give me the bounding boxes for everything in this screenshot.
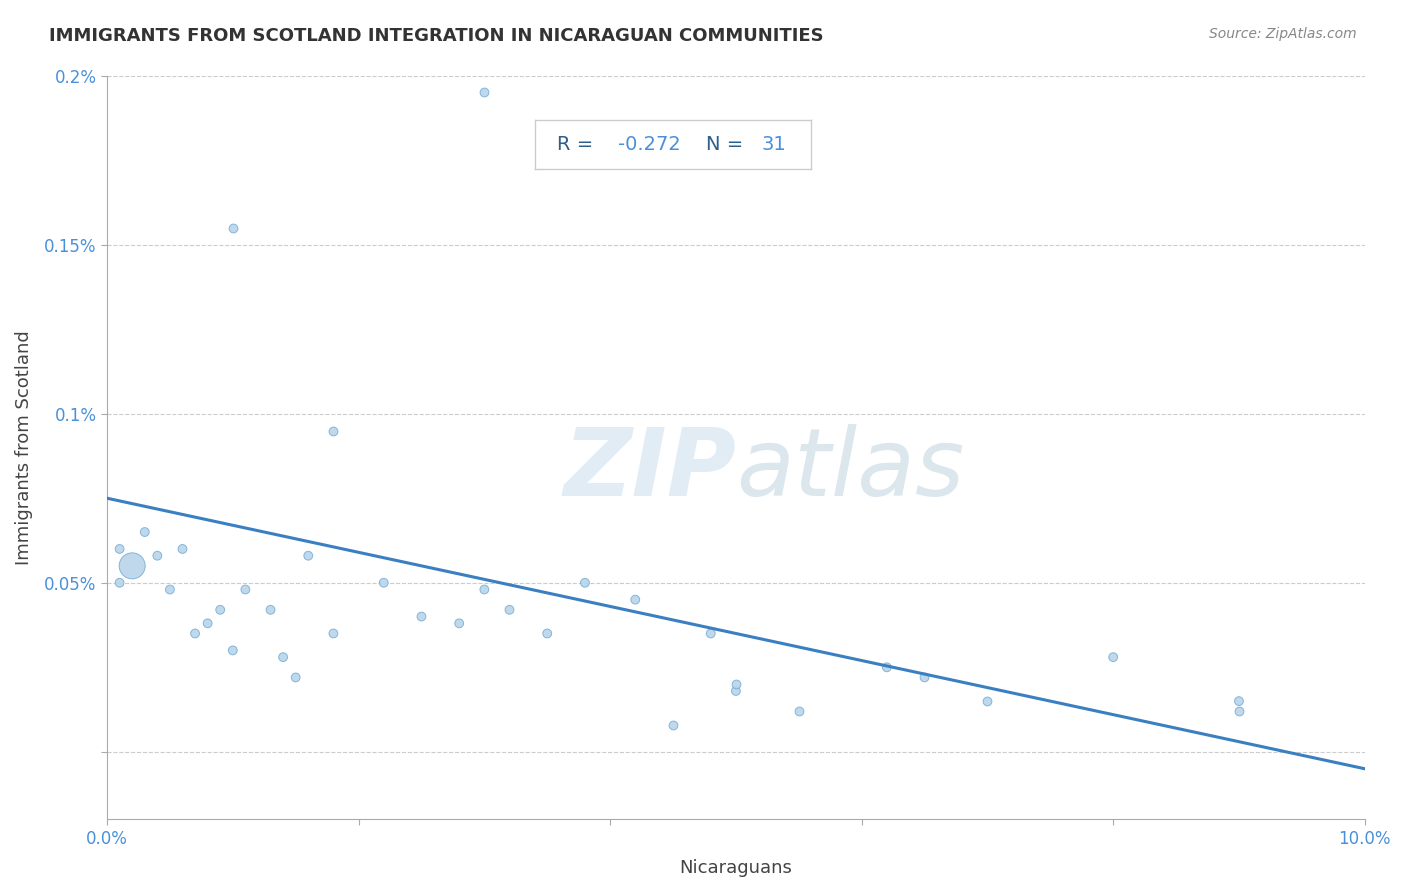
Point <box>284 670 307 684</box>
Text: Source: ZipAtlas.com: Source: ZipAtlas.com <box>1209 27 1357 41</box>
Point <box>472 86 495 100</box>
Point <box>662 718 685 732</box>
Point <box>700 626 723 640</box>
Text: IMMIGRANTS FROM SCOTLAND INTEGRATION IN NICARAGUAN COMMUNITIES: IMMIGRANTS FROM SCOTLAND INTEGRATION IN … <box>49 27 824 45</box>
Point <box>197 616 219 631</box>
Point <box>449 616 471 631</box>
Point <box>271 650 294 665</box>
Point <box>322 424 344 438</box>
Y-axis label: Immigrants from Scotland: Immigrants from Scotland <box>15 330 32 565</box>
Text: ZIP: ZIP <box>562 424 735 516</box>
Point <box>222 220 245 235</box>
Point <box>108 575 131 590</box>
Point <box>121 558 143 573</box>
Point <box>472 582 495 597</box>
Point <box>787 704 810 718</box>
Point <box>322 626 344 640</box>
Point <box>574 575 596 590</box>
Text: atlas: atlas <box>735 425 965 516</box>
X-axis label: Nicaraguans: Nicaraguans <box>679 859 793 877</box>
Point <box>373 575 395 590</box>
Point <box>209 603 232 617</box>
Point <box>1102 650 1125 665</box>
Point <box>159 582 181 597</box>
Point <box>536 626 558 640</box>
Point <box>976 694 998 708</box>
Point <box>1227 694 1250 708</box>
Point <box>146 549 169 563</box>
Point <box>498 603 520 617</box>
Text: 31: 31 <box>762 135 786 153</box>
Point <box>876 660 898 674</box>
Text: R =: R = <box>557 135 599 153</box>
Point <box>184 626 207 640</box>
Point <box>624 592 647 607</box>
Point <box>724 677 747 691</box>
Point <box>235 582 257 597</box>
Text: -0.272: -0.272 <box>617 135 681 153</box>
Point <box>134 524 156 539</box>
Point <box>259 603 281 617</box>
Text: N =: N = <box>706 135 749 153</box>
Point <box>724 684 747 698</box>
Point <box>411 609 433 624</box>
Point <box>1227 704 1250 718</box>
Point <box>297 549 319 563</box>
Point <box>172 541 194 556</box>
Point <box>108 541 131 556</box>
Point <box>914 670 936 684</box>
Point <box>222 643 245 657</box>
